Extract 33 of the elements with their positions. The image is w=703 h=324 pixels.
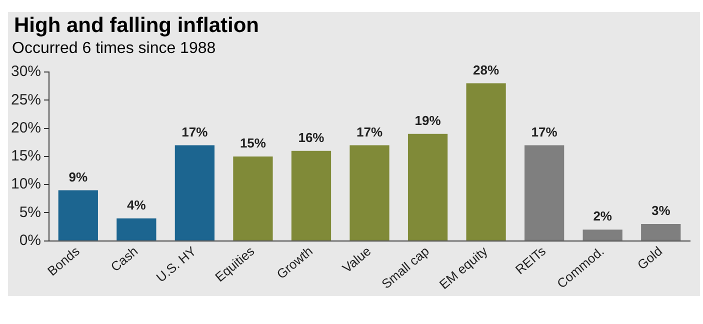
bar [524,145,564,240]
data-label: 16% [298,130,325,145]
y-tick-label: 15% [10,148,42,165]
bar [350,145,390,240]
data-label: 15% [240,136,266,151]
y-tick-label: 0% [19,232,42,250]
y-tick-label: 10% [10,176,42,193]
data-label: 3% [651,203,671,218]
data-label: 9% [68,169,88,184]
data-label: 17% [182,124,208,140]
x-tick-label: Cash [108,243,141,274]
bar [233,156,273,240]
bar [116,218,156,240]
data-label: 19% [414,113,442,128]
data-label: 17% [356,124,383,140]
chart-subtitle: Occurred 6 times since 1988 [12,40,216,58]
x-tick-label: U.S. HY [153,243,200,286]
data-label: 17% [531,124,558,140]
y-tick-label: 5% [19,204,42,221]
bar [408,134,448,240]
y-tick-label: 30% [10,63,42,80]
bar [641,224,681,240]
bar [174,145,215,240]
y-tick-label: 25% [10,91,42,108]
bar [466,83,506,240]
bar [58,190,98,240]
bar [582,230,622,240]
chart-title: High and falling inflation [14,14,259,38]
bar [291,150,332,240]
data-label: 28% [473,62,500,78]
data-label: 2% [593,208,612,224]
y-tick-label: 20% [10,119,42,136]
data-label: 4% [127,197,146,212]
